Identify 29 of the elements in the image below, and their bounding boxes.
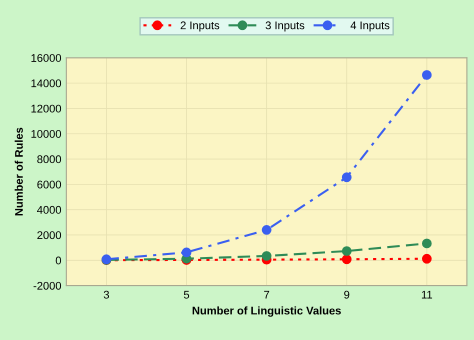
y-tick-label: 6000: [37, 180, 62, 188]
x-tick-label: 9: [344, 290, 350, 299]
point: [342, 254, 352, 264]
point: [422, 254, 432, 264]
x-tick-label: 3: [104, 290, 110, 299]
point: [182, 248, 192, 258]
legend-label: 2 Inputs: [180, 21, 220, 32]
y-tick-label: 10000: [31, 130, 62, 138]
y-tick-label: -2000: [34, 282, 62, 290]
x-tick-label: 11: [422, 290, 432, 299]
y-tick-label: 4000: [37, 206, 62, 214]
y-tick-label: 8000: [37, 155, 62, 164]
point: [422, 238, 432, 248]
y-tick-label: 12000: [31, 104, 62, 113]
x-tick-label: 5: [184, 290, 190, 299]
y-axis-title: Number of Rules: [14, 128, 23, 216]
point: [262, 225, 272, 235]
point: [342, 172, 352, 182]
y-tick-label: 2000: [37, 231, 62, 240]
point: [342, 246, 352, 256]
legend-label: 3 Inputs: [266, 21, 304, 32]
point: [422, 70, 432, 80]
x-tick-label: 7: [264, 290, 270, 299]
legend-label: 4 Inputs: [350, 22, 390, 32]
y-tick-label: 14000: [31, 79, 62, 88]
y-tick-label: 0: [56, 256, 62, 264]
x-axis-title: Number of Linguistic Values: [192, 306, 341, 317]
y-tick-label: 16000: [31, 54, 62, 62]
point: [262, 251, 272, 261]
